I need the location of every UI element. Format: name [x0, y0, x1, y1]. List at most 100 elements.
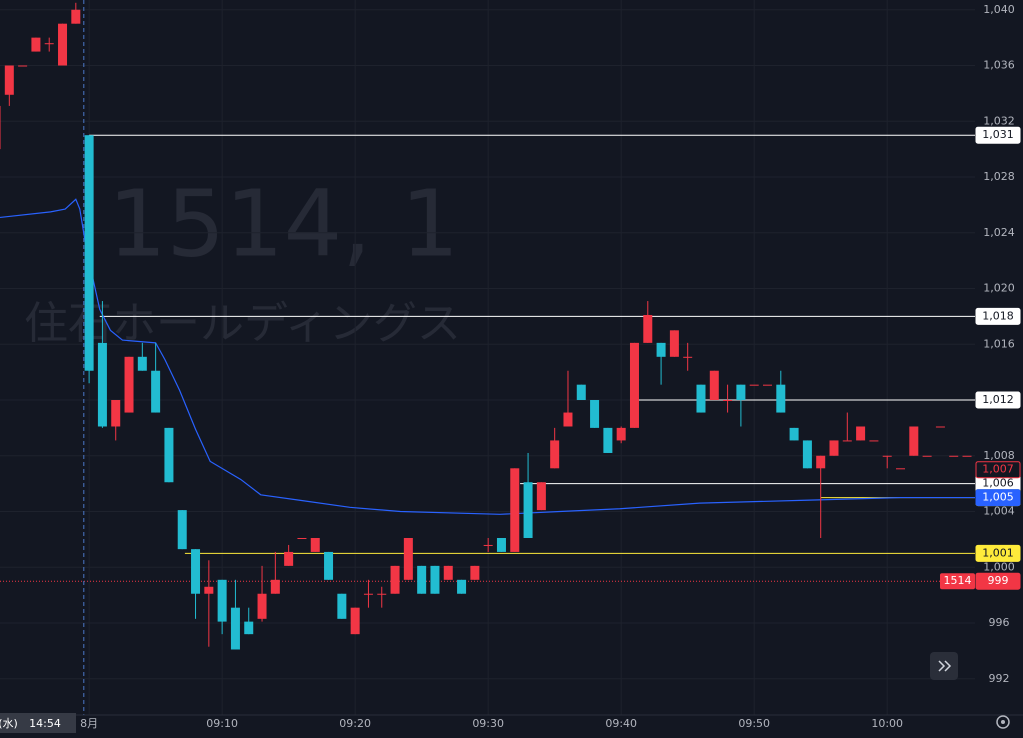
- candle-body: [297, 537, 307, 539]
- watermark-symbol: 1514, 1: [108, 170, 459, 277]
- candle-body: [510, 468, 520, 552]
- candle-body: [935, 426, 945, 428]
- candle-body: [829, 440, 839, 456]
- candle-body: [643, 314, 653, 343]
- level-tag: 1,012: [982, 393, 1014, 406]
- candle-body: [151, 370, 161, 413]
- scroll-button[interactable]: [930, 652, 958, 680]
- y-tick-label: 1,032: [983, 114, 1015, 127]
- plot: [0, 0, 975, 715]
- candle-body: [483, 544, 493, 546]
- candle-body: [962, 455, 972, 457]
- y-tick-label: 1,028: [983, 170, 1015, 183]
- average-line: [0, 198, 975, 515]
- level-tag: 1,006: [982, 477, 1014, 490]
- candle-body: [191, 549, 201, 594]
- candle-body: [377, 593, 387, 595]
- candle-body: [244, 621, 254, 635]
- y-tick-label: 1,040: [983, 3, 1015, 16]
- level-tag-bg: [975, 391, 1021, 409]
- x-tick-label: 8月: [80, 717, 98, 730]
- candle-body: [616, 427, 626, 441]
- candle-body: [71, 9, 81, 24]
- candle-body: [97, 342, 107, 427]
- crosshair-label-bg: [0, 713, 76, 733]
- candle-body: [137, 356, 147, 371]
- candle-body: [896, 468, 906, 470]
- level-tag-bg: [975, 544, 1021, 562]
- gear-center: [1001, 720, 1005, 724]
- candle-body: [909, 426, 919, 456]
- y-tick-label: 1,020: [983, 282, 1015, 295]
- candle-body: [390, 565, 400, 594]
- candle-body: [949, 455, 959, 457]
- x-tick-label: 09:40: [605, 717, 637, 730]
- candle-body: [310, 537, 320, 552]
- candle-body: [470, 565, 480, 580]
- candle-body: [762, 384, 772, 386]
- candle-body: [417, 565, 427, 594]
- scroll-icon: [938, 660, 952, 672]
- candle-body: [457, 579, 467, 594]
- y-tick-label: 1,004: [983, 505, 1015, 518]
- candle-body: [656, 342, 666, 357]
- candle-body: [536, 482, 546, 511]
- level-tag-bg: [975, 126, 1021, 144]
- candle-body: [922, 455, 932, 457]
- crosshair-date: (水): [0, 717, 18, 730]
- candle-body: [736, 384, 746, 401]
- candle-body: [257, 593, 267, 619]
- candle-body: [84, 135, 94, 371]
- y-tick-label: 1,008: [983, 449, 1015, 462]
- crosshair-time: 14:54: [29, 717, 61, 730]
- level-tag: 1,018: [982, 309, 1014, 322]
- candle-body: [723, 400, 733, 402]
- candle-body: [603, 427, 613, 453]
- candle-body: [124, 356, 134, 413]
- candle-body: [590, 400, 600, 428]
- candle-body: [324, 551, 334, 580]
- candle-body: [111, 400, 121, 427]
- candle-body: [496, 537, 506, 552]
- x-tick-label: 09:50: [738, 717, 770, 730]
- x-tick-label: 09:30: [472, 717, 504, 730]
- candle-body: [284, 551, 294, 566]
- candle-body: [696, 384, 706, 413]
- candle-body: [443, 565, 453, 580]
- last-price-tag: 999: [988, 574, 1009, 587]
- y-tick-label: 996: [989, 616, 1010, 629]
- candle-body: [882, 455, 892, 457]
- candle-body: [523, 482, 533, 538]
- candle-body: [18, 65, 28, 67]
- candle-body: [709, 370, 719, 401]
- candle-body: [204, 586, 214, 594]
- candle-body: [164, 427, 174, 483]
- candle-body: [337, 593, 347, 619]
- candle-body: [270, 579, 280, 594]
- candle-body: [363, 593, 373, 595]
- candle-body: [58, 23, 68, 66]
- candle-body: [217, 579, 227, 622]
- settings-button[interactable]: [996, 715, 1010, 729]
- candle-body: [856, 426, 866, 441]
- candle-body: [776, 384, 786, 413]
- candle-body: [0, 105, 1, 150]
- price-tag-bg: [975, 489, 1021, 507]
- candle-body: [629, 342, 639, 428]
- candle-body: [44, 43, 54, 45]
- candle-body: [563, 412, 573, 427]
- candle-body: [4, 65, 14, 95]
- candle-body: [430, 565, 440, 594]
- candle-body: [550, 440, 560, 469]
- symbol-tag: 1514: [944, 574, 972, 587]
- candle-body: [31, 37, 41, 52]
- y-tick-label: 1,000: [983, 560, 1015, 573]
- candle-body: [177, 510, 187, 550]
- gear-icon[interactable]: [996, 715, 1010, 729]
- grid: [0, 0, 975, 715]
- symbol-tag-bg: [940, 573, 975, 590]
- y-tick-label: 1,016: [983, 337, 1015, 350]
- watermark-name: 住石ホールディングス: [24, 298, 461, 349]
- candle-body: [842, 440, 852, 442]
